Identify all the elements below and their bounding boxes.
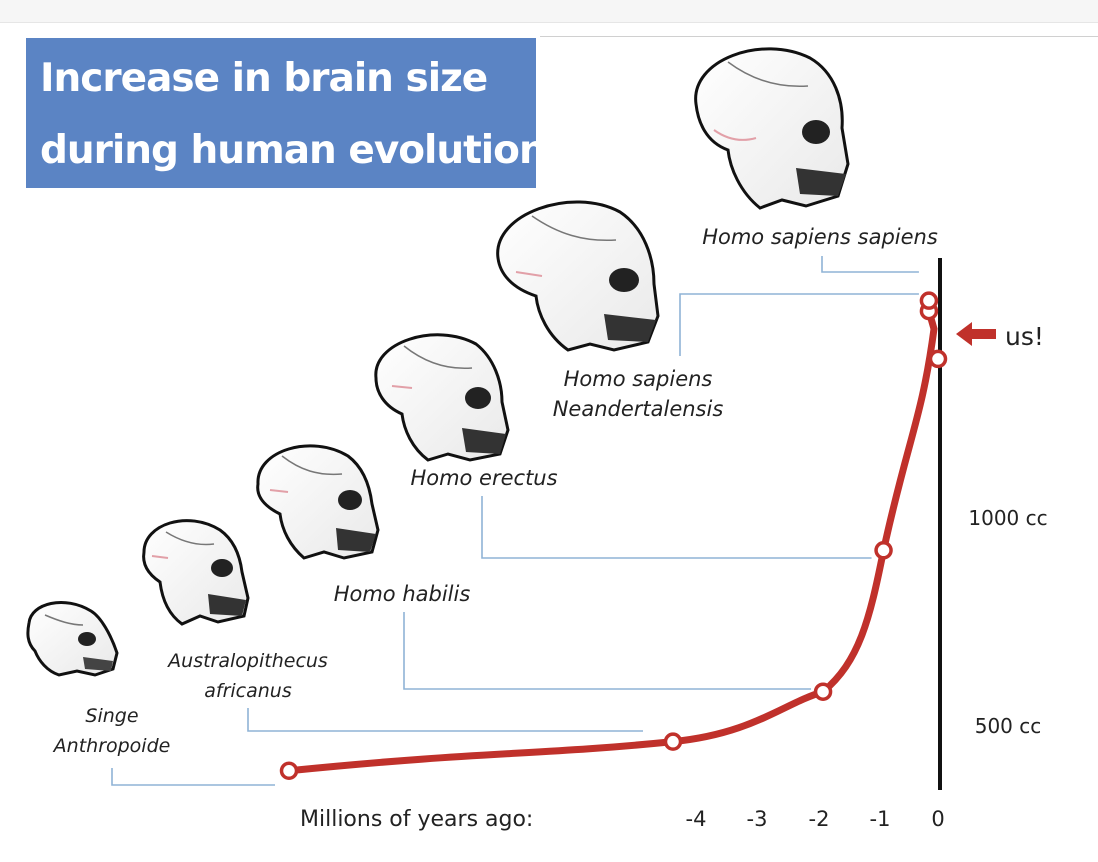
modern-human-skull-icon: [694, 47, 850, 210]
data-point: [919, 291, 939, 310]
leader-line: [481, 496, 872, 559]
title-line-2: during human evolution: [40, 128, 547, 173]
top-strip: [0, 0, 1098, 23]
species-labels: Singe Anthropoide Australopithecus africanu…: [52, 225, 1044, 757]
x-axis-label: Millions of years ago:: [300, 807, 533, 832]
australopithecus-skull-icon: [142, 519, 250, 626]
leader-line: [679, 293, 919, 356]
leader-line: [821, 256, 919, 273]
species-label: africanus: [204, 680, 292, 702]
data-points: [279, 291, 948, 781]
species-label: Homo erectus: [410, 466, 557, 490]
title-line-1: Increase in brain size: [40, 56, 488, 101]
leader-line: [111, 768, 275, 786]
title-box: Increase in brain size during human evol…: [26, 38, 547, 188]
y-tick-label: 1000 cc: [968, 506, 1047, 530]
leader-line: [403, 612, 812, 690]
x-tick-label: -4: [686, 807, 707, 831]
x-tick-labels: -4 -3 -2 -1 0: [686, 807, 945, 831]
species-label: Homo sapiens: [564, 367, 713, 391]
data-point: [874, 541, 893, 560]
skull-illustrations: [26, 47, 850, 677]
species-label: Homo habilis: [334, 582, 471, 606]
species-label: Homo sapiens sapiens: [702, 225, 938, 249]
species-label: Anthropoide: [52, 735, 171, 757]
data-point: [663, 732, 683, 751]
species-label: us!: [1005, 322, 1044, 351]
neandertal-skull-icon: [496, 200, 660, 352]
ape-skull-icon: [26, 601, 119, 677]
x-tick-label: -1: [870, 807, 891, 831]
y-tick-label: 500 cc: [975, 714, 1042, 738]
x-tick-label: -3: [747, 807, 768, 831]
divider-line: [540, 36, 1098, 37]
y-tick-labels: 500 cc 1000 cc: [968, 506, 1047, 738]
leader-lines: [111, 256, 919, 786]
data-point: [279, 761, 299, 781]
x-tick-label: -2: [809, 807, 830, 831]
us-arrow-icon: [956, 322, 996, 346]
leader-line: [247, 708, 643, 732]
data-point: [813, 682, 833, 701]
species-label: Neandertalensis: [553, 397, 724, 421]
homo-erectus-skull-icon: [374, 333, 510, 462]
data-point: [928, 349, 948, 369]
species-label: Australopithecus: [166, 650, 328, 672]
x-tick-label: 0: [931, 807, 944, 831]
homo-habilis-skull-icon: [256, 444, 380, 560]
species-label: Singe: [85, 705, 138, 727]
